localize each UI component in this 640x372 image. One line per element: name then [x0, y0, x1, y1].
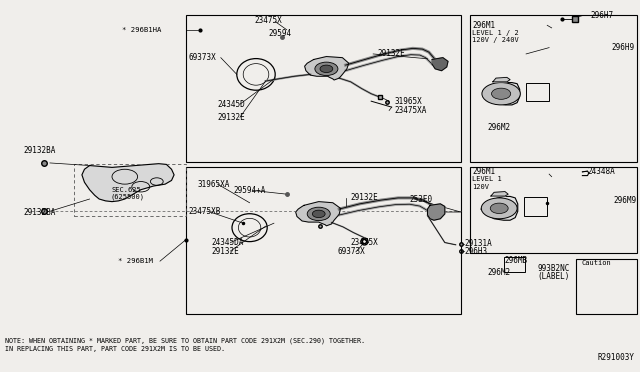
Text: 29132E: 29132E — [211, 247, 239, 256]
Text: 120V / 240V: 120V / 240V — [472, 37, 519, 43]
Polygon shape — [481, 196, 518, 220]
Polygon shape — [428, 204, 445, 220]
Bar — [504, 257, 525, 272]
Circle shape — [490, 203, 508, 214]
Text: LEVEL 1: LEVEL 1 — [472, 176, 502, 182]
Text: 29594+A: 29594+A — [234, 186, 266, 195]
Text: 23475X: 23475X — [351, 238, 378, 247]
Text: 296M9: 296M9 — [613, 196, 636, 205]
Text: 29594: 29594 — [269, 29, 292, 38]
Text: 296M2: 296M2 — [488, 123, 511, 132]
Bar — [186, 167, 461, 314]
Text: 29132E: 29132E — [351, 193, 378, 202]
Polygon shape — [305, 57, 349, 80]
Text: 29131A: 29131A — [464, 239, 492, 248]
Bar — [74, 164, 186, 216]
Circle shape — [482, 83, 520, 105]
Text: 29132BA: 29132BA — [24, 208, 56, 217]
Polygon shape — [491, 192, 508, 196]
Text: SEC.625: SEC.625 — [112, 187, 141, 193]
Bar — [576, 259, 637, 314]
Circle shape — [320, 65, 333, 73]
Polygon shape — [82, 164, 174, 202]
Polygon shape — [493, 77, 510, 82]
Bar — [526, 83, 549, 101]
Text: 69373X: 69373X — [189, 53, 216, 62]
Circle shape — [492, 88, 511, 99]
Text: 31965XA: 31965XA — [197, 180, 230, 189]
Circle shape — [307, 207, 330, 221]
Bar — [186, 15, 461, 162]
Text: LEVEL 1 / 2: LEVEL 1 / 2 — [472, 30, 519, 36]
Text: 296M2: 296M2 — [488, 268, 511, 277]
Text: 24345DA: 24345DA — [211, 238, 244, 247]
Bar — [470, 15, 637, 162]
Text: IN REPLACING THIS PART, PART CODE 291X2M IS TO BE USED.: IN REPLACING THIS PART, PART CODE 291X2M… — [5, 346, 225, 352]
Text: 31965X: 31965X — [395, 97, 422, 106]
Text: (LABEL): (LABEL) — [538, 272, 570, 280]
Circle shape — [481, 198, 517, 219]
Text: 29132BA: 29132BA — [24, 146, 56, 155]
Polygon shape — [483, 83, 520, 105]
Text: 253E0: 253E0 — [410, 195, 433, 203]
Text: Caution: Caution — [581, 260, 611, 266]
Text: 23475X: 23475X — [255, 16, 282, 25]
Text: 24348A: 24348A — [588, 167, 615, 176]
Bar — [470, 167, 637, 253]
Text: 296M1: 296M1 — [472, 21, 495, 30]
Polygon shape — [432, 58, 448, 71]
Text: 296H7: 296H7 — [590, 11, 613, 20]
Text: 24345D: 24345D — [218, 100, 245, 109]
Text: 29132E: 29132E — [378, 49, 405, 58]
Text: 23475XA: 23475XA — [395, 106, 428, 115]
Circle shape — [315, 62, 338, 76]
Text: 993B2NC: 993B2NC — [538, 264, 570, 273]
Text: 120V: 120V — [472, 184, 490, 190]
Polygon shape — [296, 202, 340, 226]
Text: 23475XB: 23475XB — [189, 207, 221, 216]
Bar — [524, 197, 547, 216]
Text: * 296B1HA: * 296B1HA — [122, 27, 161, 33]
Text: 296MB: 296MB — [504, 256, 527, 265]
Text: * 296B1M: * 296B1M — [118, 258, 154, 264]
Text: NOTE: WHEN OBTAINING * MARKED PART, BE SURE TO OBTAIN PART CODE 291X2M (SEC.290): NOTE: WHEN OBTAINING * MARKED PART, BE S… — [5, 337, 365, 344]
Text: 29132E: 29132E — [218, 113, 245, 122]
Text: 69373X: 69373X — [338, 247, 365, 256]
Text: 296M1: 296M1 — [472, 167, 495, 176]
Text: 296H9: 296H9 — [611, 43, 634, 52]
Text: 296H3: 296H3 — [464, 247, 487, 256]
Text: R291003Y: R291003Y — [598, 353, 635, 362]
Circle shape — [312, 210, 325, 218]
Text: (625500): (625500) — [110, 194, 144, 201]
